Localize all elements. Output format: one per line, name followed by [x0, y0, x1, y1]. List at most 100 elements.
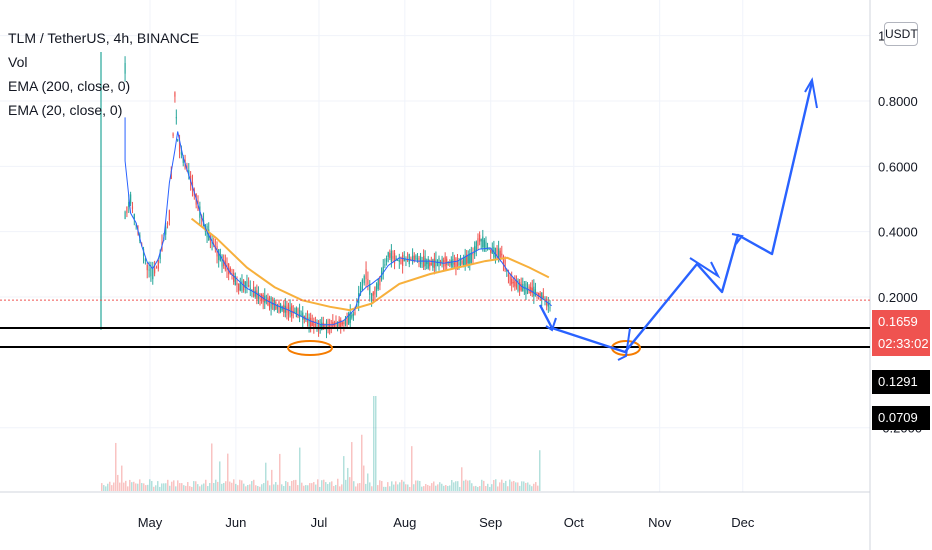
- volume-bar: [363, 465, 365, 491]
- candle-body: [480, 238, 482, 242]
- volume-bar: [219, 461, 221, 491]
- volume-bar: [163, 483, 165, 491]
- candle-body: [281, 306, 283, 311]
- candle-body: [144, 259, 146, 261]
- volume-bar: [473, 486, 475, 491]
- candle-body: [488, 249, 490, 251]
- volume-bar: [425, 483, 427, 491]
- volume-bar: [467, 480, 469, 491]
- candle-body: [509, 276, 511, 285]
- candle-body: [234, 275, 236, 286]
- y-tick-label-0: 1: [878, 29, 885, 44]
- candle-body: [341, 322, 343, 325]
- y-tick-label-4: 0.2000: [878, 290, 918, 305]
- volume-bar: [157, 481, 159, 491]
- candle-body: [449, 262, 451, 264]
- volume-bar: [515, 482, 517, 491]
- volume-bar: [301, 482, 303, 491]
- candle-body: [539, 293, 541, 298]
- candle-body: [338, 319, 340, 329]
- volume-bar: [183, 485, 185, 491]
- candle-body: [322, 322, 324, 330]
- candle-body: [466, 254, 468, 266]
- volume-bar: [501, 479, 503, 491]
- candle-body: [537, 292, 540, 296]
- volume-bar: [263, 483, 265, 491]
- symbol-title[interactable]: TLM / TetherUS, 4h, BINANCE: [8, 30, 200, 46]
- volume-bar: [271, 469, 273, 491]
- volume-bar: [495, 479, 497, 491]
- ema20-indicator-label[interactable]: EMA (20, close, 0): [8, 102, 123, 118]
- price-badge-value: 0.1291: [878, 374, 918, 389]
- candle-body: [276, 304, 279, 309]
- ema200-line[interactable]: [190, 217, 550, 312]
- volume-bar: [431, 483, 433, 491]
- volume-bar: [375, 396, 377, 491]
- candle-body: [463, 257, 465, 266]
- candle-body: [531, 287, 533, 294]
- volume-bar: [337, 478, 339, 491]
- candle-body: [444, 256, 446, 267]
- volume-bar: [267, 480, 269, 491]
- chart-legend: TLM / TetherUS, 4h, BINANCE Vol EMA (200…: [8, 26, 199, 122]
- candle-body: [311, 321, 313, 327]
- ema20-line[interactable]: [124, 117, 552, 326]
- volume-bar: [469, 480, 471, 491]
- candle-body: [310, 317, 312, 329]
- candle-body: [321, 322, 323, 331]
- volume-bar: [253, 479, 255, 491]
- projection-drawing[interactable]: [538, 77, 818, 361]
- candle-body: [432, 259, 434, 268]
- volume-bar: [189, 486, 191, 491]
- volume-bar: [255, 485, 257, 491]
- volume-bar: [433, 481, 435, 491]
- volume-bar: [107, 483, 109, 491]
- candle-body: [336, 321, 339, 327]
- volume-bar: [315, 484, 317, 491]
- volume-bar: [281, 484, 283, 491]
- candle-body: [520, 283, 522, 291]
- volume-bar: [393, 484, 395, 491]
- candle-body: [405, 258, 407, 261]
- candle-body: [494, 248, 497, 258]
- candle-body: [313, 320, 315, 328]
- candle-body: [340, 319, 342, 328]
- volume-bar: [327, 484, 329, 491]
- highlight-ellipse-0[interactable]: [287, 340, 333, 356]
- ema200-indicator-label[interactable]: EMA (200, close, 0): [8, 78, 131, 94]
- volume-bar: [275, 482, 277, 491]
- candle-body: [402, 254, 404, 266]
- candle-body: [482, 236, 484, 248]
- volume-bar: [279, 453, 281, 491]
- candle-body: [249, 287, 251, 289]
- candle-body: [241, 280, 243, 291]
- candle-body: [474, 246, 476, 254]
- candle-body: [343, 322, 345, 325]
- volume-bar: [175, 486, 177, 491]
- volume-bar: [147, 484, 149, 491]
- volume-bar: [179, 483, 181, 491]
- volume-bar: [455, 481, 457, 491]
- candle-body: [443, 260, 445, 262]
- candle-body: [319, 324, 321, 328]
- volume-bar: [385, 486, 387, 491]
- candle-body: [461, 260, 463, 264]
- candle-body: [166, 222, 169, 224]
- candle-body: [256, 290, 258, 300]
- volume-bar: [143, 483, 145, 491]
- volume-bar: [323, 479, 325, 491]
- candle-body: [453, 262, 455, 265]
- volume-bar: [161, 483, 163, 491]
- candle-body: [324, 324, 326, 328]
- currency-selector[interactable]: USDT: [884, 22, 918, 46]
- candle-body: [244, 281, 246, 288]
- candle-body: [335, 322, 337, 327]
- candle-body: [374, 286, 376, 295]
- x-axis[interactable]: May Jun Jul Aug Sep Oct Nov Dec: [138, 515, 755, 530]
- volume-bar: [537, 485, 539, 491]
- volume-indicator-label[interactable]: Vol: [8, 54, 28, 70]
- volume-bar: [527, 482, 529, 491]
- volume-bar: [311, 483, 313, 491]
- volume-bar: [335, 484, 337, 491]
